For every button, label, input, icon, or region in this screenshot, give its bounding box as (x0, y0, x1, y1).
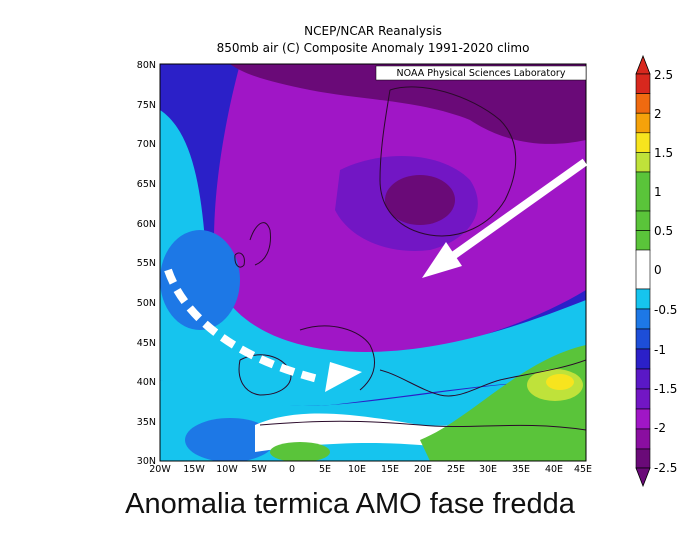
lon-label: 20E (414, 464, 432, 475)
solid-arrow (422, 158, 588, 278)
lat-label: 60N (137, 219, 156, 230)
lon-label: 15W (183, 464, 205, 475)
colorbar-swatch (635, 152, 651, 173)
colorbar-label: -2.5 (654, 461, 677, 475)
lat-label: 70N (137, 139, 156, 150)
anomaly-field (160, 64, 586, 461)
lon-label: 10W (216, 464, 238, 475)
colorbar-label: 1.5 (654, 146, 673, 160)
lon-label: 15E (381, 464, 399, 475)
lon-label: 40E (545, 464, 563, 475)
lon-label: 45E (574, 464, 592, 475)
colorbar-swatch (635, 328, 651, 350)
credit-box (375, 65, 587, 81)
lon-label: 5W (251, 464, 267, 475)
colorbar: 2.5 2 1.5 1 0.5 0 -0.5 -1 -1.5 -2 -2.5 (635, 54, 677, 488)
colorbar-swatch (635, 93, 651, 114)
chart-subtitle: 850mb air (C) Composite Anomaly 1991-202… (216, 41, 530, 55)
colorbar-swatch (635, 230, 651, 251)
lat-label: 45N (137, 338, 156, 349)
lon-label: 10E (348, 464, 366, 475)
lon-label: 35E (512, 464, 530, 475)
colorbar-swatch (635, 132, 651, 153)
lat-label: 30N (137, 456, 156, 467)
colorbar-label: -2 (654, 421, 666, 435)
credit-label: NOAA Physical Sciences Laboratory (397, 68, 566, 79)
lon-label: 30E (479, 464, 497, 475)
colorbar-label: 2 (654, 107, 662, 121)
colorbar-top-cap (635, 54, 651, 75)
colorbar-swatch (635, 348, 651, 370)
colorbar-swatch (635, 288, 651, 310)
dashed-arrow (164, 268, 362, 392)
colorbar-label: -0.5 (654, 303, 677, 317)
lon-label: 0 (289, 464, 295, 475)
lat-label: 80N (137, 60, 156, 71)
colorbar-label: 2.5 (654, 68, 673, 82)
colorbar-label: -1 (654, 343, 666, 357)
colorbar-label: 0.5 (654, 224, 673, 238)
colorbar-swatch (635, 408, 651, 430)
colorbar-swatch (635, 308, 651, 330)
lat-label: 75N (137, 100, 156, 111)
colorbar-label: 1 (654, 185, 662, 199)
colorbar-swatch (635, 428, 651, 450)
lat-label: 40N (137, 377, 156, 388)
colorbar-bottom-cap (635, 467, 651, 488)
lon-label: 25E (447, 464, 465, 475)
coastlines (234, 86, 586, 431)
lat-label: 35N (137, 417, 156, 428)
longitude-labels: 20W 15W 10W 5W 0 5E 10E 15E 20E 25E 30E … (149, 464, 592, 475)
colorbar-swatch (635, 112, 651, 134)
colorbar-swatch (635, 249, 651, 290)
colorbar-swatch (635, 448, 651, 469)
colorbar-swatch (635, 171, 651, 212)
colorbar-swatch (635, 73, 651, 94)
colorbar-swatch (635, 368, 651, 390)
lat-label: 65N (137, 179, 156, 190)
colorbar-swatch (635, 210, 651, 231)
lat-label: 55N (137, 258, 156, 269)
lon-label: 5E (319, 464, 331, 475)
colorbar-swatch (635, 388, 651, 410)
lat-label: 50N (137, 298, 156, 309)
latitude-labels: 80N 75N 70N 65N 60N 55N 50N 45N 40N 35N … (137, 60, 156, 467)
caption: Anomalia termica AMO fase fredda (125, 488, 575, 520)
map-frame (159, 63, 587, 462)
colorbar-label: 0 (654, 263, 662, 277)
colorbar-label: -1.5 (654, 382, 677, 396)
lon-label: 20W (149, 464, 171, 475)
chart-title: NCEP/NCAR Reanalysis (304, 24, 442, 38)
